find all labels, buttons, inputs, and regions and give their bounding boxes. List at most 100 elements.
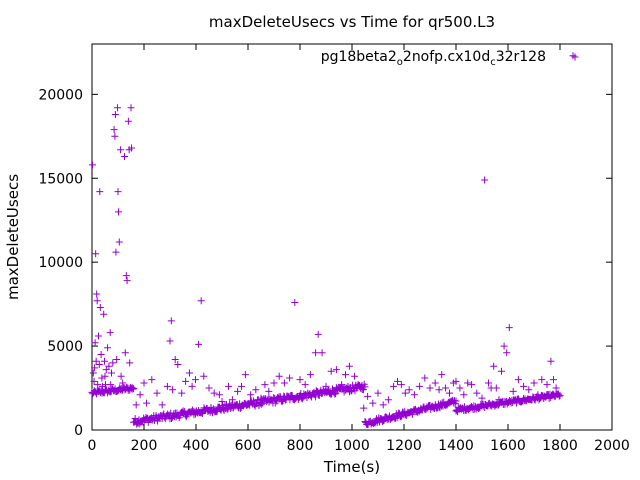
data-point [182,377,190,385]
data-point [234,387,242,395]
data-point [178,389,186,397]
data-point [132,401,140,409]
data-point [205,384,213,392]
legend-subscript: c [490,57,496,68]
data-point [364,392,372,400]
x-tick-label: 1400 [438,438,474,454]
data-point [98,382,106,390]
data-point [215,391,223,399]
data-point [117,146,125,154]
x-tick-label: 200 [131,438,158,454]
data-point [446,389,453,397]
data-point [182,413,190,421]
data-point [241,371,249,379]
data-point [110,126,118,134]
data-point [128,383,136,391]
data-point [94,381,102,389]
data-point [288,392,296,400]
data-point [322,382,330,390]
data-point [195,340,203,348]
data-point [169,386,177,394]
data-point [338,381,346,389]
data-point [442,384,450,392]
data-point [121,152,128,160]
data-point [128,144,136,152]
data-point [163,382,171,390]
legend-plus-marker [571,53,579,61]
data-point [89,369,97,377]
x-tick-label: 1000 [334,438,370,454]
data-point [534,391,542,399]
data-point [431,379,439,387]
data-point [426,384,434,392]
x-tick-label: 0 [88,438,97,454]
data-point [314,330,322,338]
data-point [473,389,481,397]
data-point [301,381,309,389]
legend-subscript: o [397,57,403,68]
data-point [312,349,320,357]
data-point [509,387,517,395]
data-point [408,410,416,418]
data-point [114,188,122,196]
data-point [456,384,464,392]
data-point [265,387,273,395]
data-point [252,386,260,394]
data-point [306,371,314,379]
data-point [296,376,304,384]
data-point [100,357,108,365]
data-point [270,379,278,387]
x-tick-label: 1200 [386,438,422,454]
data-point [452,377,460,385]
data-point [238,382,245,390]
legend-text-part: 32r128 [496,49,546,65]
data-point [210,389,218,397]
data-point [356,382,364,390]
data-point [112,248,120,256]
data-point [127,104,135,112]
data-point [379,401,387,409]
data-point [153,389,161,397]
data-point [351,372,359,380]
data-point [200,372,208,380]
data-point [360,404,368,412]
data-point [225,382,232,390]
data-point [140,379,148,387]
axes: 0 200 400 600 800 1000 1200 1400 1600 1800 2000050… [38,43,630,454]
data-point [410,391,418,399]
data-point [421,374,429,382]
data-point [311,393,319,401]
data-point [514,376,522,384]
y-tick-label: 15000 [38,171,83,187]
data-point [164,410,172,418]
data-point [492,384,500,392]
data-point [543,381,551,389]
data-point [498,367,505,375]
data-point [331,390,339,398]
data-point [397,381,405,389]
data-point [505,324,513,332]
data-point [91,364,99,372]
data-point [119,379,127,387]
data-point [405,386,413,394]
data-point [257,400,265,408]
data-point [95,361,103,369]
data-point [556,391,564,399]
data-point [525,386,533,394]
data-point [131,415,139,423]
data-point [379,418,387,426]
x-tick-label: 2000 [594,438,630,454]
data-point [374,389,382,397]
data-point [361,383,369,391]
data-point [286,374,294,382]
data-point [158,401,166,409]
data-point [107,381,115,389]
x-tick-label: 1800 [542,438,578,454]
data-point [275,372,283,380]
data-point [369,399,377,407]
data-point [111,110,119,118]
data-point [167,317,175,325]
data-point [91,339,99,347]
x-tick-label: 600 [235,438,262,454]
data-point [485,379,492,387]
